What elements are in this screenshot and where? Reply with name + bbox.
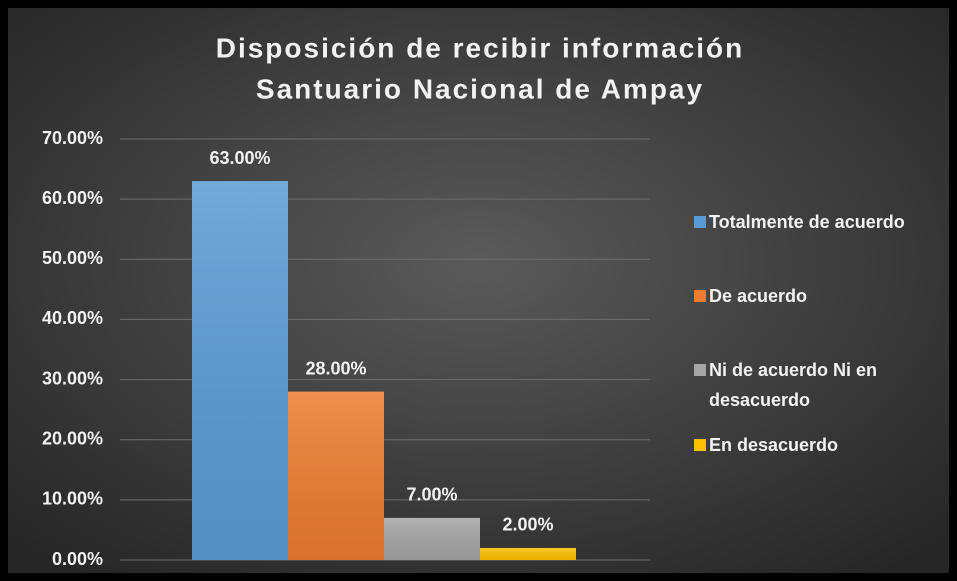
legend-label: En desacuerdo	[709, 435, 839, 455]
bar-shade	[192, 181, 288, 560]
chart-title: Santuario Nacional de Ampay	[256, 73, 704, 104]
chart-background	[8, 8, 949, 573]
y-tick-label: 20.00%	[42, 428, 103, 448]
y-tick-label: 70.00%	[42, 128, 103, 148]
legend-label: Totalmente de acuerdo	[709, 212, 905, 232]
y-tick-label: 30.00%	[42, 368, 103, 388]
data-label: 28.00%	[305, 358, 366, 378]
legend-swatch	[694, 290, 706, 302]
y-tick-label: 40.00%	[42, 308, 103, 328]
legend-swatch	[694, 364, 706, 376]
legend-label: Ni de acuerdo Ni en desacuerdo	[709, 360, 878, 410]
y-tick-label: 50.00%	[42, 248, 103, 268]
y-tick-label: 10.00%	[42, 489, 103, 509]
data-label: 63.00%	[209, 148, 270, 168]
bar-shade	[384, 517, 480, 560]
bar-shade	[288, 391, 384, 560]
data-label: 7.00%	[406, 485, 457, 505]
y-tick-label: 0.00%	[52, 549, 103, 569]
chart-title: Disposición de recibir información	[216, 32, 745, 63]
legend-swatch	[694, 216, 706, 228]
bar-shade	[480, 547, 576, 560]
legend-swatch	[694, 439, 706, 451]
legend-label: De acuerdo	[709, 286, 808, 306]
data-label: 2.00%	[502, 515, 553, 535]
y-tick-label: 60.00%	[42, 188, 103, 208]
